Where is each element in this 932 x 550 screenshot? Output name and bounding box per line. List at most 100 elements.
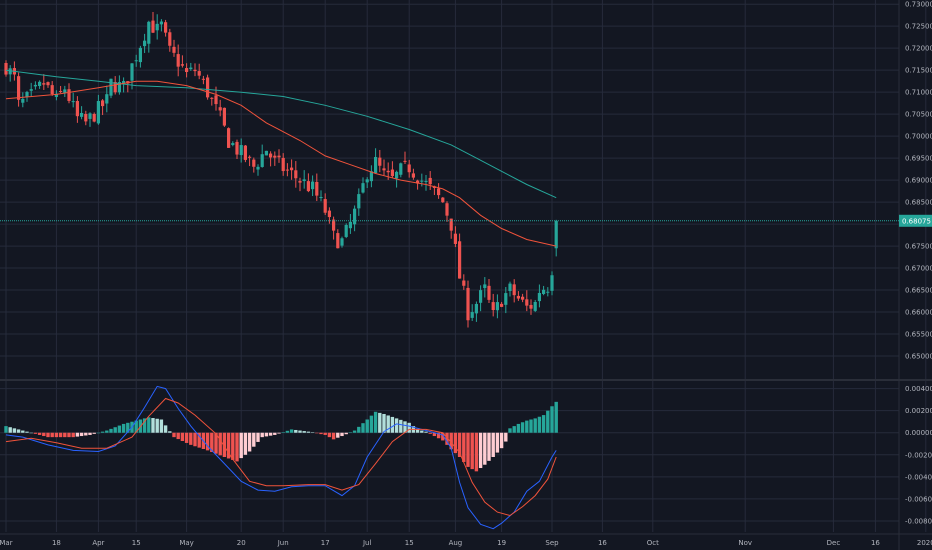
x-tick-label: Oct bbox=[647, 539, 659, 547]
macd-histogram-bar bbox=[25, 431, 29, 433]
macd-histogram-bar bbox=[21, 430, 25, 433]
candlestick-series bbox=[4, 11, 558, 328]
macd-histogram-bar bbox=[533, 418, 537, 433]
macd-histogram-bar bbox=[504, 432, 508, 442]
macd-histogram-bar bbox=[197, 432, 201, 448]
candle-body bbox=[470, 312, 474, 318]
x-tick-label: 20 bbox=[237, 539, 246, 547]
candle-body bbox=[516, 295, 520, 299]
candle-body bbox=[218, 107, 222, 111]
ma-slow-line bbox=[5, 69, 557, 199]
candle-body bbox=[378, 157, 382, 166]
candle-body bbox=[42, 83, 46, 85]
candle-body bbox=[4, 62, 8, 75]
macd-histogram-bar bbox=[176, 432, 180, 440]
price-tick-label: 0.71000 bbox=[905, 89, 932, 97]
candle-body bbox=[46, 82, 50, 86]
macd-histogram-bar bbox=[432, 432, 437, 437]
x-tick-label: Aug bbox=[449, 539, 463, 547]
macd-histogram-bar bbox=[537, 416, 542, 433]
macd-histogram-bar bbox=[226, 432, 231, 459]
candle-body bbox=[542, 289, 546, 294]
candle-body bbox=[449, 218, 453, 231]
candle-body bbox=[353, 208, 357, 225]
macd-histogram-bar bbox=[508, 428, 512, 433]
macd-histogram-bar bbox=[96, 432, 101, 434]
candle-body bbox=[185, 68, 189, 73]
candle-body bbox=[80, 113, 84, 117]
candle-body bbox=[214, 95, 218, 105]
macd-histogram-bar bbox=[239, 432, 243, 459]
macd-histogram-bar bbox=[474, 432, 479, 472]
candle-body bbox=[172, 46, 176, 53]
macd-histogram-bar bbox=[218, 432, 222, 456]
candle-body bbox=[537, 292, 541, 302]
candle-body bbox=[294, 170, 298, 179]
candle-body bbox=[155, 23, 159, 31]
x-tick-label: Jun bbox=[277, 539, 289, 547]
candle-body bbox=[491, 302, 495, 311]
x-tick-label: Mar bbox=[0, 539, 13, 547]
macd-histogram-bar bbox=[344, 432, 348, 435]
candle-body bbox=[138, 47, 142, 63]
price-tick-label: 0.66500 bbox=[905, 287, 932, 295]
macd-histogram-bar bbox=[302, 431, 306, 433]
x-tick-label: 16 bbox=[598, 539, 607, 547]
candle-body bbox=[285, 169, 289, 171]
macd-histogram-bar bbox=[113, 427, 117, 433]
macd-histogram-bar bbox=[256, 432, 260, 442]
macd-tick-label: -0.00200 bbox=[905, 451, 932, 459]
candle-body bbox=[374, 157, 378, 174]
macd-histogram-bar bbox=[369, 415, 374, 433]
x-tick-label: Sep bbox=[545, 539, 559, 547]
macd-histogram-bar bbox=[386, 415, 390, 433]
candle-body bbox=[8, 68, 12, 75]
candle-body bbox=[340, 238, 344, 246]
x-tick-label: Jul bbox=[362, 539, 372, 547]
candle-body bbox=[239, 145, 243, 156]
candle-body bbox=[529, 304, 533, 309]
macd-histogram-bar bbox=[4, 426, 8, 433]
macd-histogram-bar bbox=[12, 428, 17, 433]
candle-body bbox=[206, 77, 210, 98]
macd-signal-line bbox=[5, 397, 557, 517]
candle-body bbox=[420, 180, 424, 182]
candle-body bbox=[500, 303, 504, 307]
macd-histogram-bar bbox=[441, 432, 445, 441]
candle-body bbox=[487, 285, 491, 300]
price-tick-label: 0.70500 bbox=[905, 111, 932, 119]
candle-body bbox=[256, 166, 260, 170]
macd-histogram-bar bbox=[79, 432, 84, 437]
x-tick-label: 19 bbox=[497, 539, 506, 547]
macd-histogram-bar bbox=[247, 432, 252, 452]
macd-histogram-bar bbox=[214, 432, 218, 454]
candle-body bbox=[105, 94, 109, 104]
candle-body bbox=[441, 197, 445, 203]
candle-body bbox=[164, 22, 168, 33]
macd-histogram-bar bbox=[462, 432, 466, 462]
candle-body bbox=[88, 113, 92, 119]
candle-body bbox=[365, 179, 369, 183]
candle-body bbox=[54, 93, 58, 97]
candle-body bbox=[306, 181, 310, 192]
candle-body bbox=[134, 60, 138, 62]
candle-body bbox=[546, 291, 550, 293]
macd-histogram-bar bbox=[273, 432, 277, 435]
macd-histogram-bar bbox=[121, 423, 126, 433]
macd-histogram-bar bbox=[525, 420, 529, 433]
macd-histogram-bar bbox=[470, 432, 474, 470]
macd-histogram-bar bbox=[361, 423, 365, 433]
candle-body bbox=[508, 283, 512, 292]
candle-body bbox=[29, 89, 33, 91]
macd-histogram-bar bbox=[92, 432, 96, 434]
macd-histogram-bar bbox=[445, 432, 449, 445]
macd-histogram-bar bbox=[394, 418, 399, 433]
macd-histogram-bar bbox=[340, 432, 344, 437]
candle-body bbox=[176, 54, 180, 67]
x-tick-label: Apr bbox=[92, 539, 104, 547]
x-tick-label: 15 bbox=[132, 539, 141, 547]
candle-body bbox=[521, 296, 525, 300]
candle-body bbox=[445, 203, 449, 216]
